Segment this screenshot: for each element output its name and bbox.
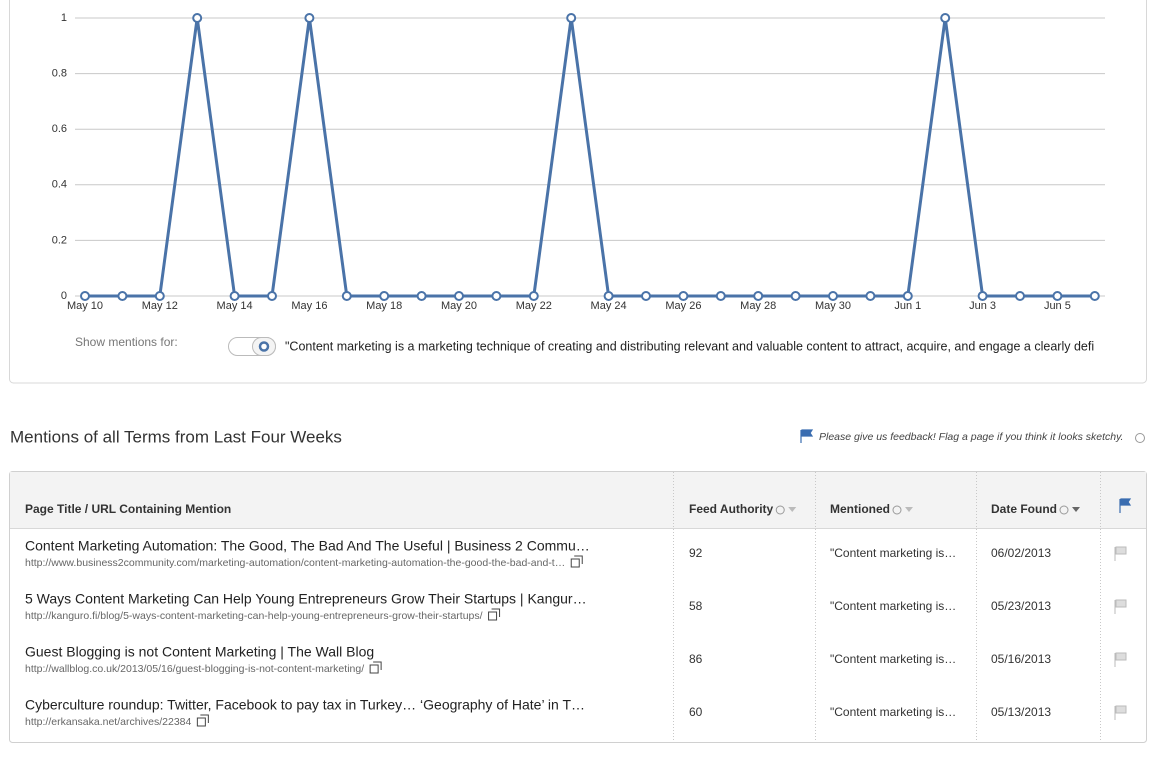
data-point (528, 291, 539, 301)
page-url[interactable]: http://erkansaka.net/archives/22384 (25, 716, 192, 728)
column-header[interactable]: Mentioned (830, 502, 890, 516)
series-name: "Content marketing is a marketing techni… (285, 339, 1094, 353)
external-link-icon (488, 608, 501, 621)
x-tick-label: May 22 (516, 300, 552, 312)
feed-authority: 60 (689, 705, 703, 719)
data-point (154, 291, 165, 301)
data-point (678, 291, 689, 301)
feedback-text: Please give us feedback! Flag a page if … (819, 431, 1123, 443)
sort-arrow (1072, 507, 1080, 512)
page-title[interactable]: Guest Blogging is not Content Marketing … (25, 644, 374, 660)
data-point (902, 291, 913, 301)
data-point (491, 291, 502, 301)
data-point (341, 291, 352, 301)
feed-authority: 86 (689, 652, 703, 666)
date-found: 05/13/2013 (991, 705, 1051, 719)
y-tick-label: 0.4 (52, 179, 67, 191)
x-tick-label: May 18 (366, 300, 402, 312)
x-tick-label: Jun 1 (894, 300, 921, 312)
info-icon (775, 505, 785, 515)
flag-icon (800, 429, 814, 443)
y-tick-label: 0.6 (52, 123, 67, 135)
chart-panel (9, 0, 1147, 384)
external-link-icon (369, 661, 382, 674)
data-point (117, 291, 128, 301)
data-point (454, 291, 464, 301)
mentioned: "Content marketing is… (830, 652, 956, 666)
column-header[interactable]: Date Found (991, 502, 1057, 516)
x-tick-label: Jun 5 (1044, 300, 1071, 312)
section-title: Mentions of all Terms from Last Four Wee… (10, 427, 342, 446)
data-point (566, 13, 577, 23)
toggle-marker (258, 341, 270, 352)
x-tick-label: May 10 (67, 300, 103, 312)
series-line (85, 17, 1095, 298)
y-tick-label: 0 (61, 290, 67, 302)
mentioned: "Content marketing is… (830, 705, 956, 719)
data-point (977, 291, 988, 301)
x-tick-label: May 30 (815, 300, 851, 312)
date-found: 05/16/2013 (991, 652, 1051, 666)
data-point (379, 291, 390, 301)
table-header-bg (10, 472, 1146, 528)
x-tick-label: May 20 (441, 300, 477, 312)
data-point (416, 291, 427, 301)
y-tick-label: 0.8 (52, 68, 67, 80)
data-point (1015, 291, 1025, 301)
data-point (715, 291, 726, 301)
page-title[interactable]: Cyberculture roundup: Twitter, Facebook … (25, 697, 585, 713)
x-tick-label: May 28 (740, 300, 776, 312)
data-point (267, 291, 277, 301)
feed-authority: 92 (689, 546, 703, 560)
data-point (753, 291, 764, 301)
x-tick-label: May 12 (142, 300, 178, 312)
flag-button[interactable] (1114, 705, 1127, 720)
page-url[interactable]: http://wallblog.co.uk/2013/05/16/guest-b… (25, 663, 364, 675)
flag-button[interactable] (1114, 546, 1127, 561)
data-point (940, 13, 951, 23)
info-icon (1059, 505, 1069, 515)
external-link-icon (570, 555, 583, 568)
external-link-icon (196, 714, 209, 727)
data-point (80, 291, 90, 301)
data-point (865, 291, 876, 301)
toggle-label: Show mentions for: (75, 335, 178, 349)
info-icon (1135, 433, 1145, 443)
x-tick-label: May 14 (217, 300, 253, 312)
data-point (790, 291, 801, 301)
data-point (1089, 291, 1100, 301)
y-tick-label: 0.2 (52, 234, 67, 246)
x-tick-label: May 24 (591, 300, 627, 312)
column-header: Page Title / URL Containing Mention (25, 502, 231, 516)
data-point (828, 291, 838, 301)
column-header[interactable]: Feed Authority (689, 502, 774, 516)
mentioned: "Content marketing is… (830, 546, 956, 560)
page-title[interactable]: 5 Ways Content Marketing Can Help Young … (25, 591, 587, 607)
sort-arrow (905, 507, 913, 512)
feed-authority: 58 (689, 599, 703, 613)
y-tick-label: 1 (61, 12, 67, 24)
page-url[interactable]: http://kanguro.fi/blog/5-ways-content-ma… (25, 610, 483, 622)
sort-arrow (788, 507, 797, 512)
flag-button[interactable] (1114, 599, 1127, 614)
page-title[interactable]: Content Marketing Automation: The Good, … (25, 538, 590, 554)
table-frame (9, 471, 1147, 743)
mentioned: "Content marketing is… (830, 599, 956, 613)
info-icon (892, 505, 902, 515)
data-point (1052, 291, 1063, 301)
flag-icon (1119, 498, 1132, 513)
data-point (641, 291, 651, 301)
data-point (229, 291, 240, 301)
date-found: 06/02/2013 (991, 546, 1051, 560)
date-found: 05/23/2013 (991, 599, 1051, 613)
flag-button[interactable] (1114, 652, 1127, 667)
x-tick-label: Jun 3 (969, 300, 996, 312)
x-tick-label: May 16 (291, 300, 327, 312)
page-url[interactable]: http://www.business2community.com/market… (25, 557, 565, 569)
data-point (603, 291, 614, 301)
data-point (192, 13, 203, 23)
data-point (304, 13, 315, 23)
x-tick-label: May 26 (665, 300, 701, 312)
